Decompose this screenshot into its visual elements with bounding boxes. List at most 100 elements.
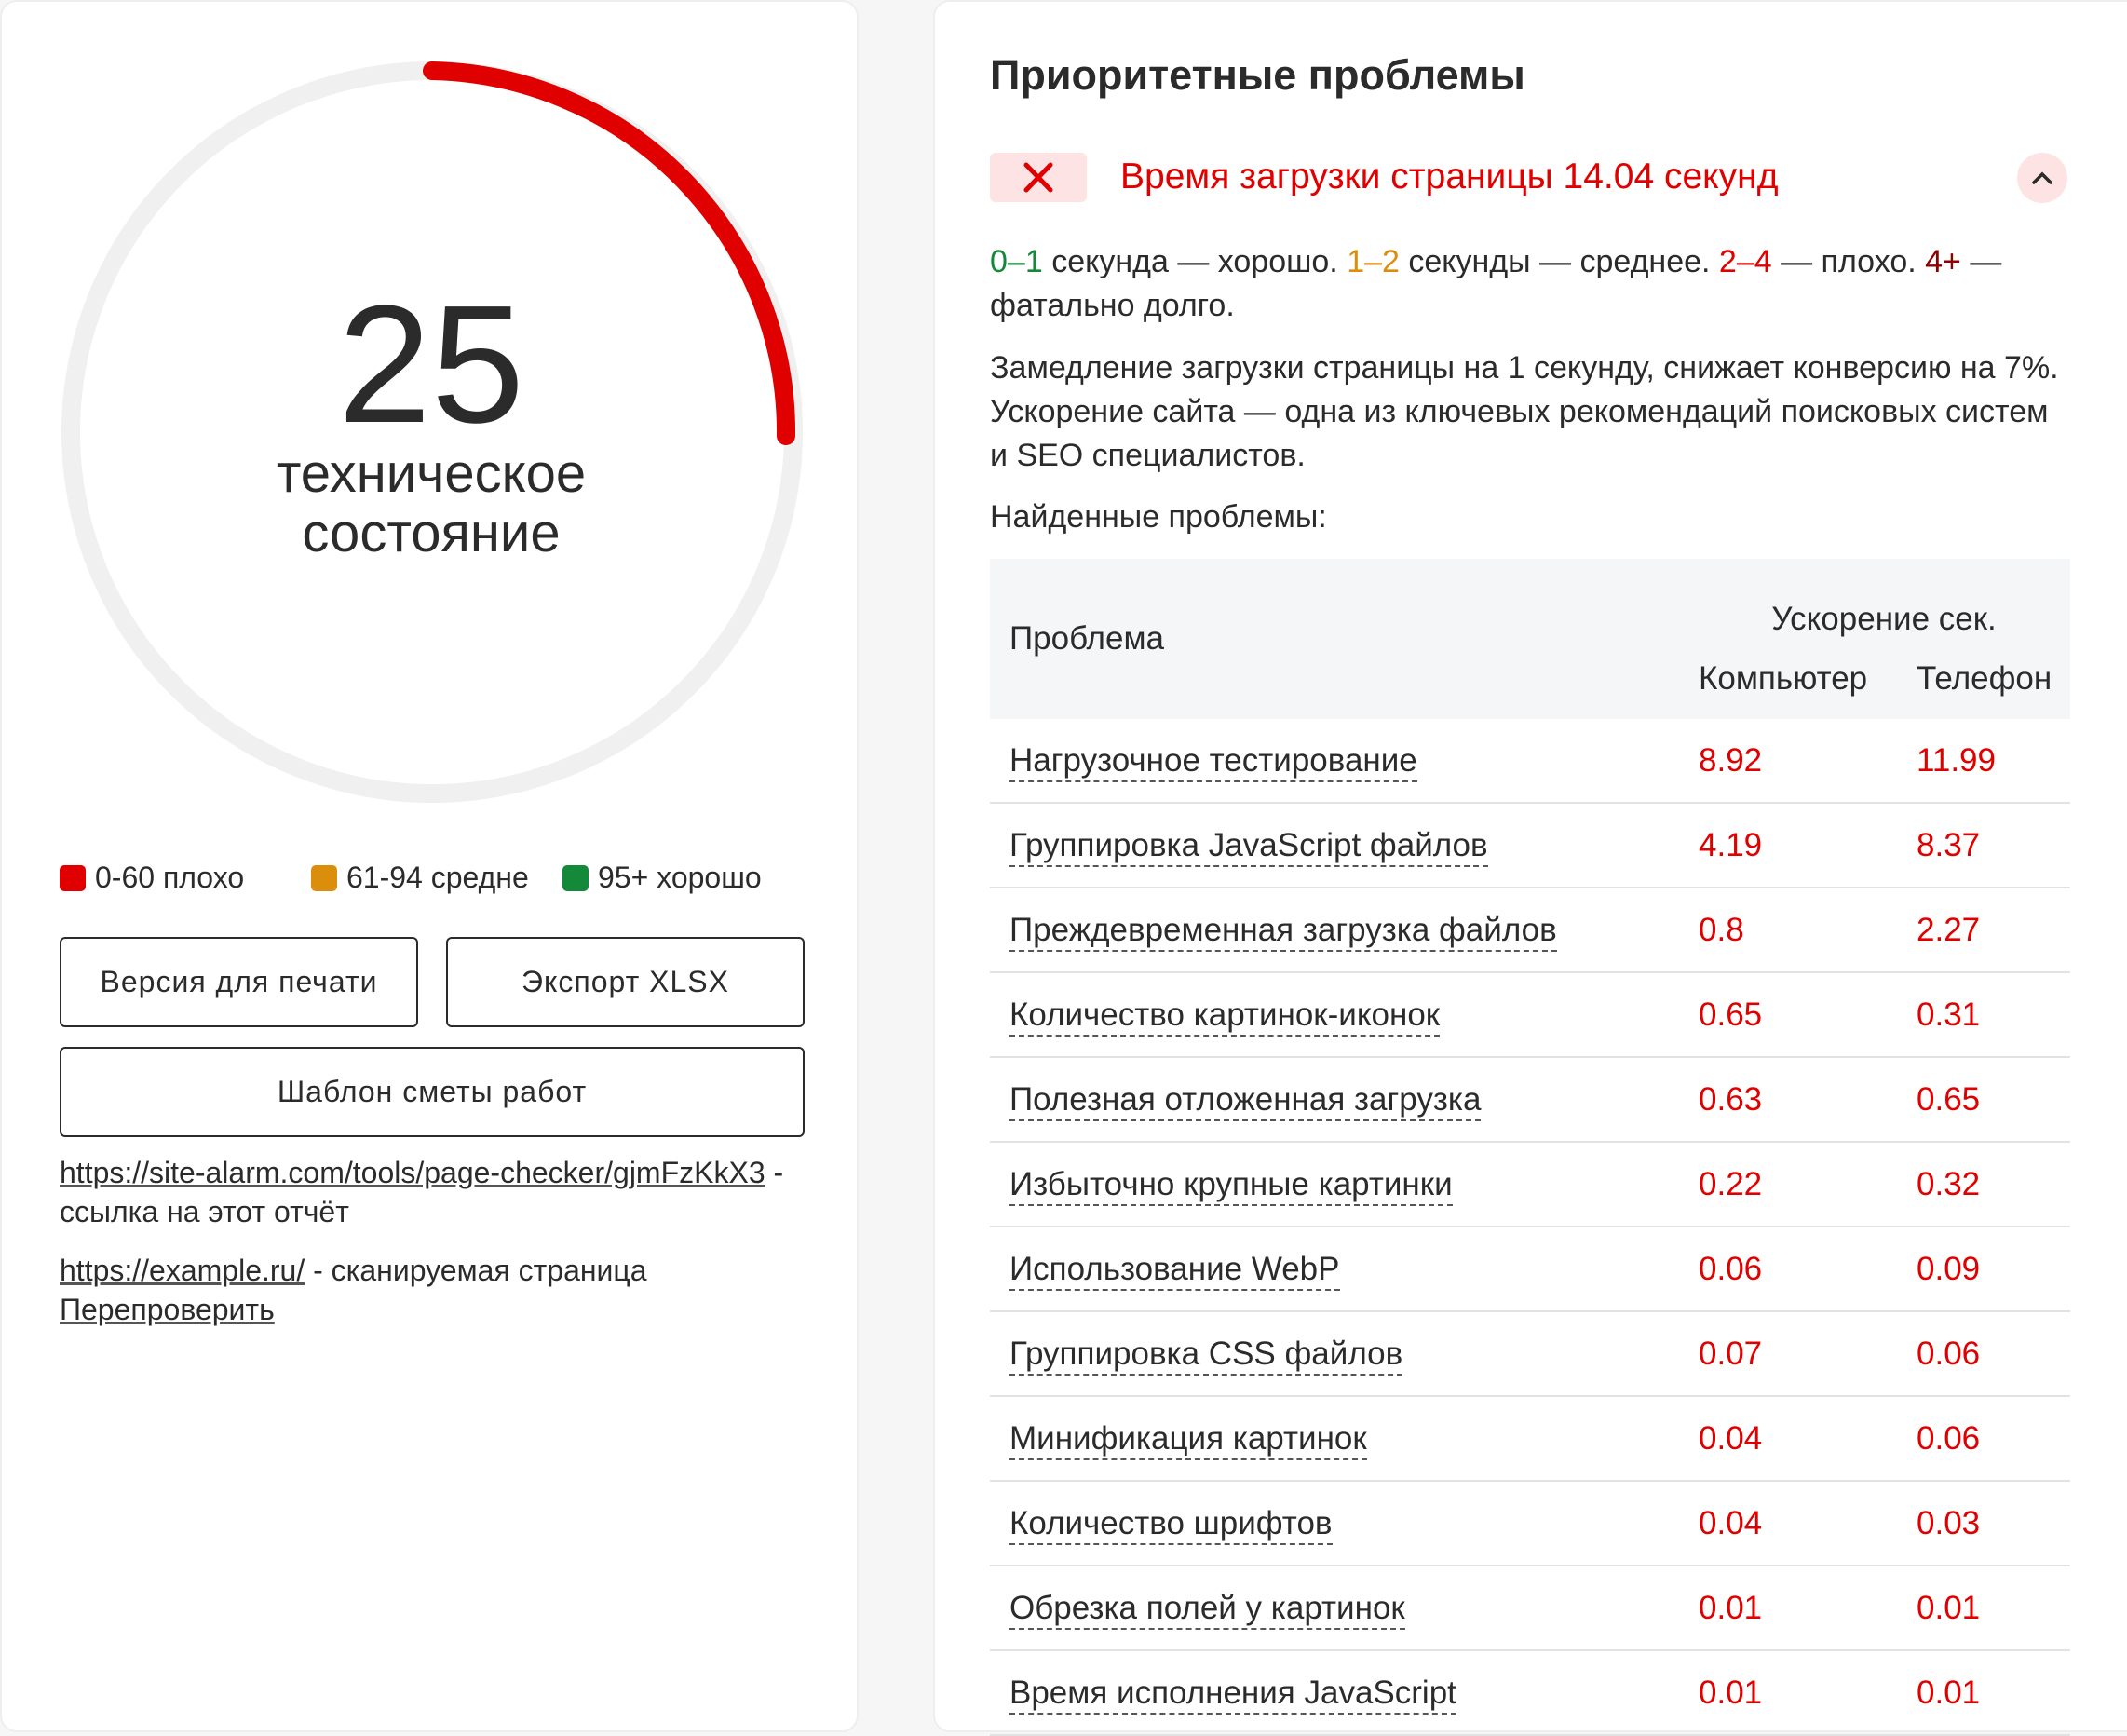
problem-cell: Использование WebP bbox=[990, 1227, 1698, 1312]
report-note: - ссылка на этот отчёт bbox=[60, 1156, 784, 1228]
table-row: Избыточно крупные картинки 0.22 0.32 bbox=[990, 1142, 2070, 1227]
problem-cell: Преждевременная загрузка файлов bbox=[990, 888, 1698, 973]
error-badge bbox=[990, 153, 1087, 202]
desktop-speedup: 0.06 bbox=[1698, 1227, 1916, 1312]
problem-name[interactable]: Количество картинок-иконок bbox=[1009, 996, 1441, 1037]
table-row: Полезная отложенная загрузка 0.63 0.65 bbox=[990, 1057, 2070, 1143]
problem-name[interactable]: Нагрузочное тестирование bbox=[1009, 741, 1417, 782]
export-button[interactable]: Экспорт XLSX bbox=[446, 937, 805, 1027]
desktop-speedup: 0.22 bbox=[1698, 1142, 1916, 1227]
problem-cell: Избыточно крупные картинки bbox=[990, 1142, 1698, 1227]
table-row: Минификация картинок 0.04 0.06 bbox=[990, 1396, 2070, 1482]
desktop-speedup: 4.19 bbox=[1698, 803, 1916, 888]
threshold-fatal: 4+ bbox=[1925, 244, 1961, 279]
header-speedup: Ускорение сек. bbox=[1771, 601, 1997, 637]
problem-name[interactable]: Преждевременная загрузка файлов bbox=[1009, 911, 1557, 952]
panel-title: Приоритетные проблемы bbox=[990, 51, 1525, 99]
desktop-speedup: 0.65 bbox=[1698, 972, 1916, 1058]
page-note: - сканируемая страница bbox=[313, 1254, 647, 1287]
table-row: Нагрузочное тестирование 8.92 11.99 bbox=[990, 719, 2070, 804]
header-problem: Проблема bbox=[1009, 620, 1164, 657]
score-value: 25 bbox=[337, 271, 525, 458]
table-row: Количество шрифтов 0.04 0.03 bbox=[990, 1481, 2070, 1566]
score-card: 25 техническое состояние 0-60 плохо 61-9… bbox=[0, 0, 859, 1732]
problem-name[interactable]: Количество шрифтов bbox=[1009, 1504, 1333, 1545]
mobile-speedup: 0.01 bbox=[1916, 1566, 2070, 1651]
header-desktop: Компьютер bbox=[1699, 660, 1868, 697]
desktop-speedup: 0.04 bbox=[1698, 1481, 1916, 1566]
print-button[interactable]: Версия для печати bbox=[60, 937, 418, 1027]
problem-cell: Обрезка полей у картинок bbox=[990, 1566, 1698, 1651]
page-link-block: https://example.ru/ - сканируемая страни… bbox=[60, 1251, 823, 1329]
legend-text: 0-60 плохо bbox=[95, 861, 245, 894]
problem-cell: Полезная отложенная загрузка bbox=[990, 1057, 1698, 1143]
problem-cell: Группировка CSS файлов bbox=[990, 1311, 1698, 1397]
table-row: Использование WebP 0.06 0.09 bbox=[990, 1227, 2070, 1312]
header-mobile: Телефон bbox=[1917, 660, 2052, 697]
problem-cell: Время исполнения JavaScript bbox=[990, 1650, 1698, 1736]
report-link[interactable]: https://site-alarm.com/tools/page-checke… bbox=[60, 1156, 765, 1189]
mobile-speedup: 0.32 bbox=[1916, 1142, 2070, 1227]
error-icon bbox=[1023, 162, 1053, 193]
problem-cell: Количество шрифтов bbox=[990, 1481, 1698, 1566]
mobile-speedup: 0.31 bbox=[1916, 972, 2070, 1058]
desktop-speedup: 0.8 bbox=[1698, 888, 1916, 973]
mobile-speedup: 0.09 bbox=[1916, 1227, 2070, 1312]
table-row: Время исполнения JavaScript 0.01 0.01 bbox=[990, 1650, 2070, 1736]
table-row: Группировка JavaScript файлов 4.19 8.37 bbox=[990, 803, 2070, 888]
mobile-speedup: 0.06 bbox=[1916, 1396, 2070, 1482]
problem-name[interactable]: Время исполнения JavaScript bbox=[1009, 1674, 1456, 1715]
issues-table: Проблема Ускорение сек. Компьютер Телефо… bbox=[990, 559, 2070, 1736]
legend-mid: 61-94 средне bbox=[311, 861, 529, 895]
threshold-text: — плохо. bbox=[1781, 244, 1917, 279]
legend-bad: 0-60 плохо bbox=[60, 861, 244, 895]
table-header: Проблема Ускорение сек. Компьютер Телефо… bbox=[990, 559, 2070, 719]
collapse-button[interactable] bbox=[2016, 152, 2068, 204]
desktop-speedup: 8.92 bbox=[1698, 719, 1916, 804]
problem-name[interactable]: Использование WebP bbox=[1009, 1250, 1340, 1291]
thresholds: 0–1 секунда — хорошо. 1–2 секунды — сред… bbox=[990, 240, 2070, 328]
problem-name[interactable]: Группировка CSS файлов bbox=[1009, 1335, 1403, 1376]
table-row: Количество картинок-иконок 0.65 0.31 bbox=[990, 972, 2070, 1058]
score-label: техническое состояние bbox=[276, 443, 587, 563]
gauge bbox=[61, 61, 803, 803]
problem-name[interactable]: Группировка JavaScript файлов bbox=[1009, 826, 1488, 867]
estimate-button[interactable]: Шаблон сметы работ bbox=[60, 1047, 805, 1137]
problem-name[interactable]: Минификация картинок bbox=[1009, 1419, 1367, 1460]
problem-name[interactable]: Избыточно крупные картинки bbox=[1009, 1165, 1453, 1206]
threshold-text: секунды — среднее. bbox=[1408, 244, 1711, 279]
mobile-speedup: 0.01 bbox=[1916, 1650, 2070, 1736]
legend-text: 61-94 средне bbox=[346, 861, 529, 894]
mobile-speedup: 0.06 bbox=[1916, 1311, 2070, 1397]
gauge-arc bbox=[423, 61, 796, 445]
desktop-speedup: 0.01 bbox=[1698, 1650, 1916, 1736]
mobile-speedup: 0.03 bbox=[1916, 1481, 2070, 1566]
issue-title[interactable]: Время загрузки страницы 14.04 секунд bbox=[1120, 156, 1779, 197]
recheck-link[interactable]: Перепроверить bbox=[60, 1293, 275, 1326]
problem-name[interactable]: Обрезка полей у картинок bbox=[1009, 1589, 1405, 1630]
description: Замедление загрузки страницы на 1 секунд… bbox=[990, 350, 2059, 473]
found-label: Найденные проблемы: bbox=[990, 499, 1327, 535]
desktop-speedup: 0.07 bbox=[1698, 1311, 1916, 1397]
threshold-mid: 1–2 bbox=[1347, 244, 1400, 279]
problem-cell: Нагрузочное тестирование bbox=[990, 719, 1698, 804]
mobile-speedup: 8.37 bbox=[1916, 803, 2070, 888]
page-link[interactable]: https://example.ru/ bbox=[60, 1254, 305, 1287]
desktop-speedup: 0.63 bbox=[1698, 1057, 1916, 1143]
legend-good: 95+ хорошо bbox=[562, 861, 762, 895]
threshold-bad: 2–4 bbox=[1718, 244, 1772, 279]
problem-cell: Минификация картинок bbox=[990, 1396, 1698, 1482]
problem-cell: Количество картинок-иконок bbox=[990, 972, 1698, 1058]
threshold-text: — фатально долго. bbox=[990, 244, 2002, 323]
mobile-speedup: 11.99 bbox=[1916, 719, 2070, 804]
problem-cell: Группировка JavaScript файлов bbox=[990, 803, 1698, 888]
mobile-speedup: 0.65 bbox=[1916, 1057, 2070, 1143]
report-link-block: https://site-alarm.com/tools/page-checke… bbox=[60, 1153, 823, 1231]
threshold-text: секунда — хорошо. bbox=[1051, 244, 1338, 279]
legend-text: 95+ хорошо bbox=[598, 861, 762, 894]
table-row: Обрезка полей у картинок 0.01 0.01 bbox=[990, 1566, 2070, 1651]
problem-name[interactable]: Полезная отложенная загрузка bbox=[1009, 1080, 1482, 1121]
desktop-speedup: 0.04 bbox=[1698, 1396, 1916, 1482]
threshold-good: 0–1 bbox=[990, 244, 1043, 279]
